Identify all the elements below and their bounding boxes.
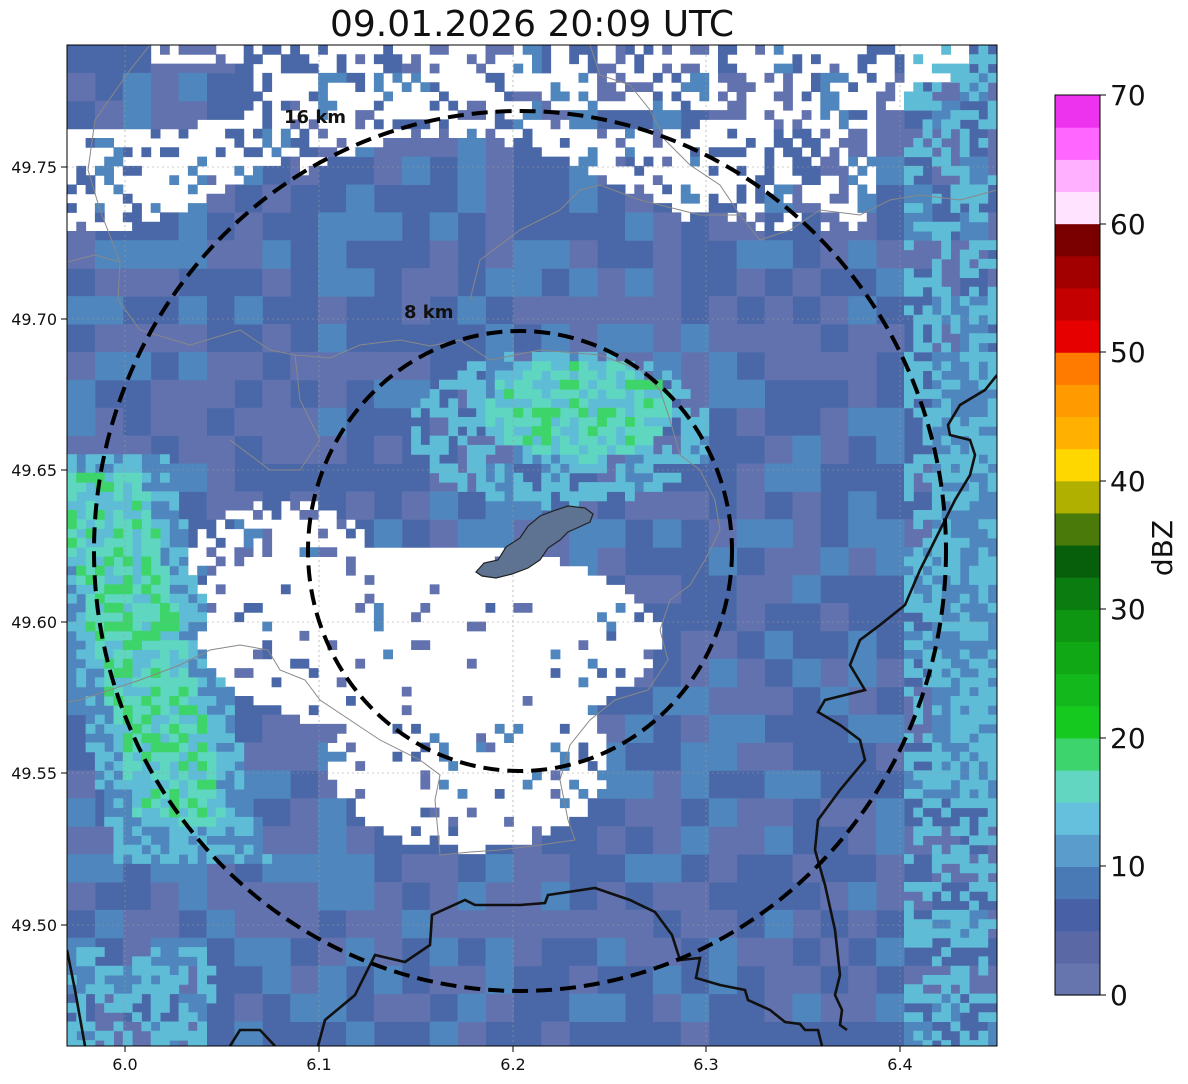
admin-boundary — [589, 45, 997, 241]
x-tick-label: 6.4 — [887, 1055, 912, 1074]
colorbar-band — [1055, 384, 1100, 418]
admin-boundary — [67, 254, 721, 856]
reflectivity-cells — [67, 45, 997, 1046]
colorbar-band — [1055, 448, 1100, 482]
colorbar-band — [1055, 416, 1100, 450]
range-ring-8km — [306, 329, 734, 773]
colorbar-band — [1055, 480, 1100, 514]
colorbar-band — [1055, 641, 1100, 675]
country-border — [67, 949, 87, 1046]
colorbar-tick-label: 40 — [1110, 465, 1146, 498]
admin-boundary — [469, 184, 740, 301]
range-ring-label-16km: 16 km — [284, 107, 346, 128]
colorbar-band — [1055, 159, 1100, 193]
colorbar-tick-label: 50 — [1110, 336, 1146, 369]
country-border — [813, 374, 997, 1032]
range-ring-label-8km: 8 km — [404, 302, 454, 323]
colorbar-band — [1055, 127, 1100, 160]
colorbar-band — [1055, 191, 1100, 225]
colorbar-tick-label: 70 — [1110, 79, 1146, 112]
country-border — [228, 1028, 276, 1046]
colorbar-band — [1055, 287, 1100, 321]
colorbar-band — [1055, 545, 1100, 578]
colorbar-band — [1055, 352, 1100, 385]
colorbar-band — [1055, 223, 1100, 257]
colorbar-tick-label: 20 — [1110, 722, 1146, 755]
city-outline — [475, 505, 594, 579]
range-ring-16km — [92, 109, 948, 993]
colorbar-band — [1055, 930, 1100, 964]
colorbar-band — [1055, 609, 1100, 643]
colorbar-band — [1055, 512, 1100, 546]
x-tick-label: 6.0 — [112, 1055, 137, 1074]
x-tick-label: 6.3 — [693, 1055, 718, 1074]
colorbar-band — [1055, 898, 1100, 932]
colorbar-band — [1055, 834, 1100, 868]
colorbar-band — [1055, 577, 1100, 610]
y-tick-label: 49.55 — [11, 764, 57, 783]
colorbar-band — [1055, 866, 1100, 900]
x-axis: 6.0 6.1 6.2 6.3 6.4 — [112, 1046, 913, 1074]
y-axis: 49.50 49.55 49.60 49.65 49.70 49.75 — [11, 158, 67, 935]
colorbar-band — [1055, 255, 1100, 289]
country-border — [316, 886, 824, 1046]
plot-area — [67, 45, 997, 1046]
colorbar-band — [1055, 737, 1100, 771]
colorbar-ticks: 0 10 20 30 40 50 60 70 — [1100, 79, 1146, 1012]
colorbar-tick-label: 10 — [1110, 850, 1146, 883]
y-tick-label: 49.70 — [11, 310, 57, 329]
y-tick-label: 49.65 — [11, 461, 57, 480]
colorbar-tick-label: 30 — [1110, 593, 1146, 626]
reflectivity-cells — [67, 45, 997, 1046]
colorbar — [1055, 95, 1100, 996]
colorbar-band — [1055, 802, 1100, 835]
x-tick-label: 6.1 — [306, 1055, 331, 1074]
map-title: 09.01.2026 20:09 UTC — [329, 4, 735, 45]
colorbar-band — [1055, 962, 1100, 996]
colorbar-tick-label: 60 — [1110, 208, 1146, 241]
colorbar-label: dBZ — [1146, 520, 1179, 576]
colorbar-band — [1055, 705, 1100, 739]
admin-boundary — [229, 354, 321, 471]
y-tick-label: 49.75 — [11, 158, 57, 177]
gridlines — [67, 45, 997, 1046]
colorbar-tick-label: 0 — [1110, 979, 1128, 1012]
colorbar-frame — [1054, 94, 1101, 996]
y-tick-label: 49.50 — [11, 916, 57, 935]
colorbar-band — [1055, 95, 1100, 128]
x-tick-label: 6.2 — [500, 1055, 525, 1074]
plot-frame — [66, 44, 998, 1047]
colorbar-band — [1055, 673, 1100, 707]
reflectivity-cells — [67, 361, 672, 827]
colorbar-band — [1055, 320, 1100, 353]
y-tick-label: 49.60 — [11, 613, 57, 632]
admin-boundary — [87, 45, 151, 263]
colorbar-band — [1055, 770, 1100, 803]
